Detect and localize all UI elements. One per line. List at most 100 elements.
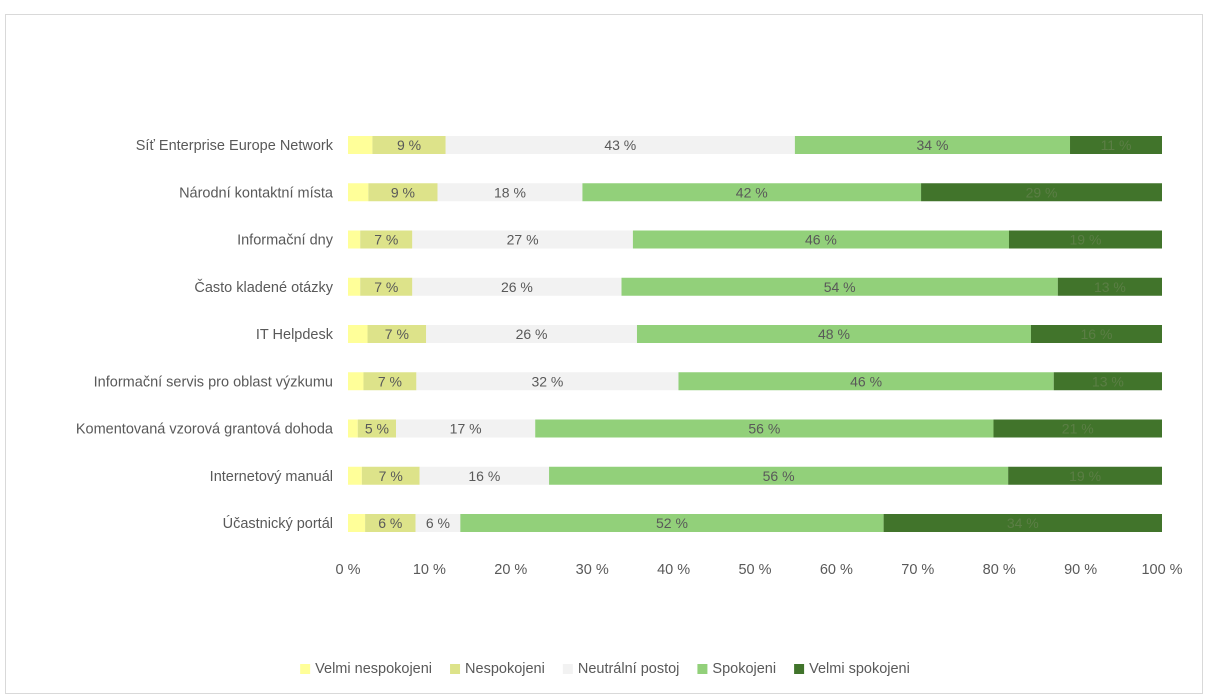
- bar-segment: [582, 183, 922, 202]
- category-label: Komentovaná vzorová grantová dohoda: [76, 422, 334, 438]
- bar-segment: [535, 419, 994, 438]
- bar-segment: [348, 466, 362, 485]
- data-label: 13 %: [1092, 373, 1124, 389]
- x-tick-label: 80 %: [983, 562, 1016, 578]
- x-tick-label: 10 %: [413, 562, 446, 578]
- bar-segment: [348, 277, 361, 296]
- chart-frame: 9 % 43 % 34 % 11 % 9 % 18 % 42 % 29 % 7 % 27 % 46 …: [5, 14, 1203, 694]
- bar-segment: [416, 372, 679, 391]
- data-label: 16 %: [1081, 326, 1113, 342]
- bar-segment: [415, 514, 461, 532]
- legend-label: Nespokojeni: [465, 661, 545, 677]
- category-labels: Síť Enterprise Europe Network Národní kon…: [76, 138, 334, 532]
- data-label: 32 %: [531, 373, 563, 389]
- x-tick-label: 70 %: [901, 562, 934, 578]
- bar-segment: [460, 514, 884, 532]
- x-axis-ticks: 0 % 10 % 20 % 30 % 40 % 50 % 60 % 70 % 80 % 90 % 1…: [336, 562, 1183, 578]
- data-label: 42 %: [736, 184, 768, 200]
- bar-segment: [372, 136, 446, 154]
- bar-segment: [348, 136, 373, 154]
- data-label: 16 %: [468, 468, 500, 484]
- category-label: Internetový manuál: [210, 469, 333, 485]
- data-label: 7 %: [374, 232, 398, 248]
- bar-segment: [621, 277, 1058, 296]
- x-tick-label: 40 %: [657, 562, 690, 578]
- x-tick-label: 20 %: [494, 562, 527, 578]
- data-label: 6 %: [378, 515, 402, 531]
- legend-label: Neutrální postoj: [578, 661, 680, 677]
- legend-swatch: [697, 664, 708, 674]
- data-label: 7 %: [374, 279, 398, 295]
- bar-segment: [348, 514, 366, 532]
- x-tick-label: 50 %: [738, 562, 771, 578]
- data-label: 54 %: [824, 279, 856, 295]
- category-label: Často kladené otázky: [194, 279, 333, 296]
- legend-swatch: [450, 664, 461, 674]
- data-label: 26 %: [516, 326, 548, 342]
- data-label: 19 %: [1069, 468, 1101, 484]
- bar-segment: [412, 230, 633, 249]
- data-label: 43 %: [604, 137, 636, 153]
- bar-segment: [794, 136, 1071, 154]
- data-label: 9 %: [391, 184, 415, 200]
- data-label: 52 %: [656, 515, 688, 531]
- category-label: Účastnický portál: [223, 515, 333, 532]
- legend-swatch: [562, 664, 573, 674]
- bar-segment: [357, 419, 397, 438]
- data-label: 56 %: [748, 421, 780, 437]
- bar-segment: [367, 325, 427, 343]
- x-tick-label: 100 %: [1141, 562, 1182, 578]
- x-tick-label: 60 %: [820, 562, 853, 578]
- category-label: IT Helpdesk: [256, 327, 334, 343]
- bar-segment: [445, 136, 795, 154]
- data-label: 34 %: [916, 137, 948, 153]
- data-label: 29 %: [1026, 184, 1058, 200]
- bar-segment: [363, 372, 417, 391]
- bars-layer: 9 % 43 % 34 % 11 % 9 % 18 % 42 % 29 % 7 % 27 % 46 …: [348, 136, 1162, 532]
- bar-segment: [1030, 325, 1162, 343]
- bar-segment: [368, 183, 438, 202]
- bar-segment: [993, 419, 1162, 438]
- data-label: 7 %: [378, 373, 402, 389]
- data-label: 18 %: [494, 184, 526, 200]
- bar-segment: [361, 466, 420, 485]
- bar-segment: [549, 466, 1009, 485]
- legend-label: Velmi nespokojeni: [315, 661, 432, 677]
- bar-segment: [636, 325, 1031, 343]
- x-tick-label: 30 %: [576, 562, 609, 578]
- legend-swatch: [300, 664, 311, 674]
- bar-segment: [348, 325, 368, 343]
- data-label: 27 %: [507, 232, 539, 248]
- data-label: 46 %: [850, 373, 882, 389]
- bar-segment: [419, 466, 550, 485]
- bar-segment: [365, 514, 416, 532]
- bar-segment: [632, 230, 1009, 249]
- bar-segment: [437, 183, 583, 202]
- data-label: 17 %: [450, 421, 482, 437]
- stacked-bar-chart: 9 % 43 % 34 % 11 % 9 % 18 % 42 % 29 % 7 % 27 % 46 …: [76, 136, 1183, 677]
- bar-segment: [678, 372, 1054, 391]
- data-label: 11 %: [1101, 137, 1132, 153]
- data-label: 7 %: [379, 468, 403, 484]
- category-label: Informační dny: [237, 233, 334, 249]
- data-label: 21 %: [1062, 421, 1094, 437]
- data-label: 5 %: [365, 421, 389, 437]
- x-tick-label: 90 %: [1064, 562, 1097, 578]
- bar-segment: [921, 183, 1162, 202]
- bar-segment: [396, 419, 536, 438]
- legend-swatch: [794, 664, 805, 674]
- data-label: 13 %: [1094, 279, 1126, 295]
- data-label: 19 %: [1070, 232, 1102, 248]
- data-label: 46 %: [805, 232, 837, 248]
- data-label: 26 %: [501, 279, 533, 295]
- bar-segment: [426, 325, 637, 343]
- bar-segment: [1053, 372, 1162, 391]
- bar-segment: [883, 514, 1162, 532]
- bar-segment: [1008, 466, 1162, 485]
- data-label: 6 %: [426, 515, 450, 531]
- x-tick-label: 0 %: [336, 562, 361, 578]
- bar-segment: [360, 230, 413, 249]
- bar-segment: [348, 372, 364, 391]
- category-label: Informační servis pro oblast výzkumu: [94, 374, 333, 390]
- data-label: 7 %: [385, 326, 409, 342]
